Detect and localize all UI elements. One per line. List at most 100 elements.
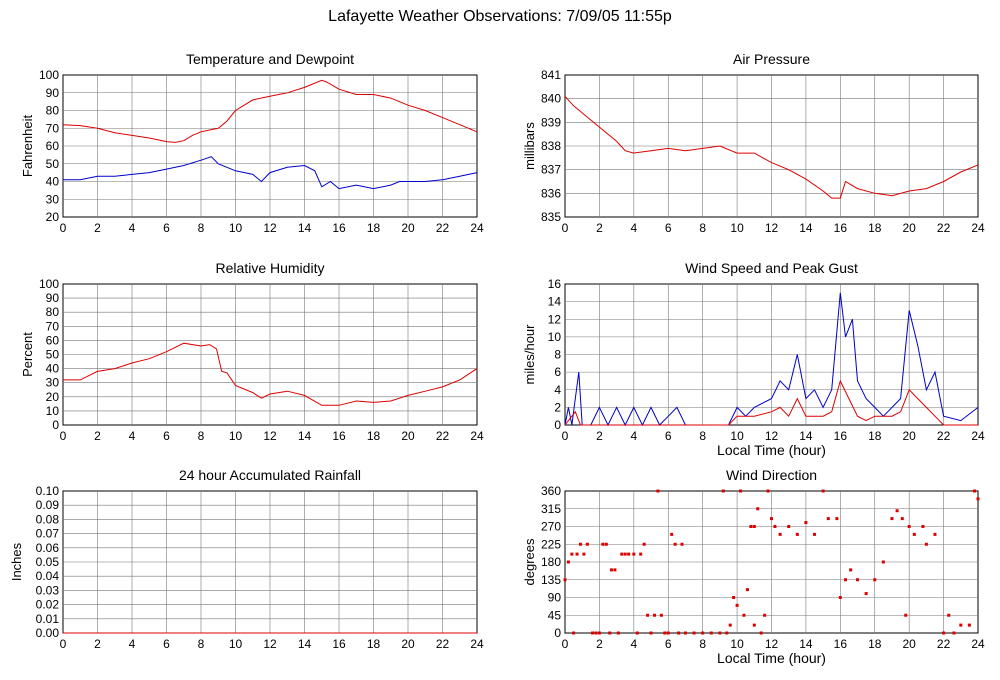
chart-title: Temperature and Dewpoint [186, 51, 354, 67]
x-tick-label: 12 [263, 637, 277, 651]
x-tick-label: 18 [868, 429, 882, 443]
x-tick-label: 12 [263, 221, 277, 235]
x-tick-label: 22 [436, 221, 450, 235]
y-axis-label: millibars [522, 122, 537, 170]
data-point [578, 542, 582, 546]
x-axis-label: Local Time (hour) [717, 650, 826, 666]
y-tick-label: 836 [541, 186, 561, 200]
y-tick-label: 50 [46, 157, 60, 171]
y-tick-label: 90 [548, 591, 562, 605]
x-tick-label: 2 [94, 429, 101, 443]
x-tick-label: 14 [799, 637, 813, 651]
data-point [683, 631, 687, 635]
y-tick-label: 0.07 [36, 527, 60, 541]
data-point [795, 532, 799, 536]
x-tick-label: 0 [60, 637, 67, 651]
y-tick-label: 840 [541, 92, 561, 106]
data-point [649, 631, 653, 635]
data-point [942, 631, 946, 635]
data-point [912, 532, 916, 536]
data-point [659, 613, 663, 617]
data-point [673, 542, 677, 546]
chart-humidity: 0 2 4 6 8 10 12 14 16 18 20 22 240102030405060708090… [20, 260, 484, 443]
y-tick-label: 10 [46, 404, 60, 418]
chart-rain: 0 2 4 6 8 10 12 14 16 18 20 22 240.000.010.020.030.0… [9, 467, 484, 651]
chart-title: Relative Humidity [216, 260, 325, 276]
x-tick-label: 16 [332, 637, 346, 651]
data-point [728, 623, 732, 627]
data-point [967, 623, 971, 627]
x-tick-label: 12 [765, 637, 779, 651]
x-tick-label: 10 [730, 221, 744, 235]
y-tick-label: 4 [554, 383, 561, 397]
x-tick-label: 12 [263, 429, 277, 443]
x-tick-label: 2 [596, 429, 603, 443]
y-tick-label: 0 [554, 626, 561, 640]
x-tick-label: 14 [298, 429, 312, 443]
x-tick-label: 18 [868, 221, 882, 235]
y-tick-label: 90 [46, 291, 60, 305]
y-tick-label: 0.00 [36, 626, 60, 640]
x-tick-label: 18 [367, 637, 381, 651]
y-tick-label: 0 [554, 418, 561, 432]
y-tick-label: 60 [46, 333, 60, 347]
page-title: Lafayette Weather Observations: 7/09/05 … [328, 8, 672, 25]
data-point [572, 631, 576, 635]
y-tick-label: 135 [541, 573, 561, 587]
chart-pressure: 0 2 4 6 8 10 12 14 16 18 20 22 248358368378388398408… [522, 51, 985, 235]
data-point [604, 542, 608, 546]
data-point [752, 525, 756, 528]
data-point [666, 631, 670, 635]
data-point [752, 623, 756, 627]
x-tick-label: 22 [436, 429, 450, 443]
chart-title: Wind Speed and Peak Gust [685, 260, 858, 276]
y-tick-label: 839 [541, 115, 561, 129]
data-point [835, 517, 839, 521]
chart-title: Air Pressure [733, 51, 810, 67]
data-point [718, 631, 722, 635]
y-tick-label: 835 [541, 210, 561, 224]
x-tick-label: 6 [665, 221, 672, 235]
data-point [570, 552, 574, 556]
y-tick-label: 45 [548, 608, 562, 622]
y-tick-label: 8 [554, 348, 561, 362]
y-tick-label: 16 [548, 277, 562, 291]
data-point [890, 517, 894, 521]
x-tick-label: 20 [401, 429, 415, 443]
data-point [821, 489, 825, 493]
x-tick-label: 16 [332, 429, 346, 443]
data-point [701, 631, 705, 635]
y-tick-label: 50 [46, 348, 60, 362]
y-tick-label: 0.10 [36, 484, 60, 498]
x-tick-label: 22 [436, 637, 450, 651]
x-tick-label: 6 [665, 429, 672, 443]
y-tick-label: 0.02 [36, 598, 60, 612]
data-point [826, 517, 830, 521]
x-tick-label: 20 [902, 637, 916, 651]
y-tick-label: 0 [52, 418, 59, 432]
data-point [849, 568, 853, 572]
y-tick-label: 100 [39, 277, 59, 291]
x-tick-label: 24 [470, 429, 484, 443]
x-tick-label: 24 [971, 637, 985, 651]
data-point [601, 542, 605, 546]
x-tick-label: 4 [129, 221, 136, 235]
x-tick-label: 8 [699, 429, 706, 443]
y-tick-label: 70 [46, 319, 60, 333]
y-tick-label: 0.05 [36, 555, 60, 569]
y-tick-label: 60 [46, 139, 60, 153]
y-tick-label: 80 [46, 305, 60, 319]
data-point [763, 613, 767, 617]
x-tick-label: 4 [129, 429, 136, 443]
data-point [725, 631, 729, 635]
data-point [585, 542, 589, 546]
x-tick-label: 2 [94, 221, 101, 235]
x-tick-label: 8 [198, 221, 205, 235]
data-point [813, 532, 817, 536]
x-tick-label: 6 [163, 637, 170, 651]
x-tick-label: 22 [937, 637, 951, 651]
x-tick-label: 22 [937, 429, 951, 443]
data-point [663, 631, 667, 635]
data-point [670, 532, 674, 536]
data-point [623, 552, 627, 556]
